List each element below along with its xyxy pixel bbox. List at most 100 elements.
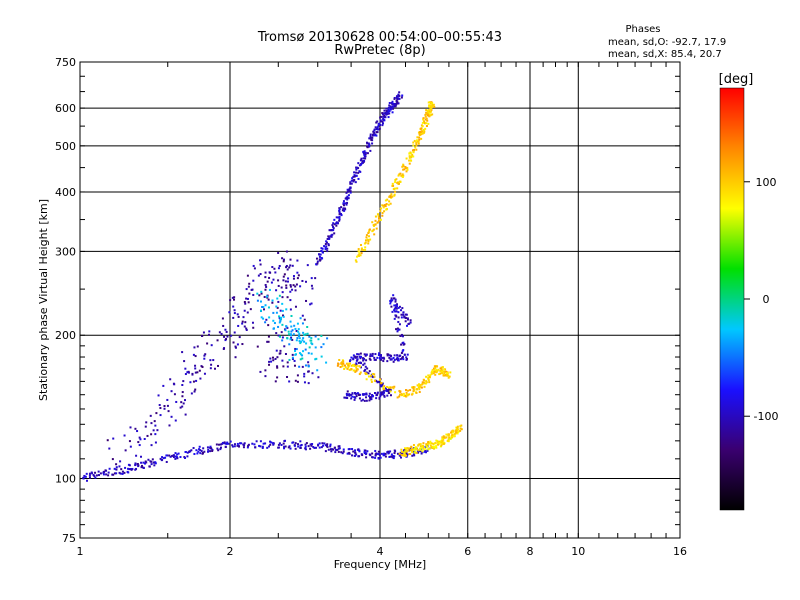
data-point	[347, 362, 350, 365]
data-point	[186, 451, 189, 454]
data-point	[334, 451, 337, 454]
data-point	[281, 291, 284, 294]
data-point	[397, 316, 400, 319]
data-point	[369, 135, 372, 138]
data-point	[359, 352, 362, 355]
data-point	[406, 393, 409, 396]
data-point	[268, 363, 271, 366]
data-point	[386, 386, 389, 389]
data-point	[383, 394, 386, 397]
data-point	[340, 451, 343, 454]
data-point	[358, 373, 361, 376]
data-point	[289, 264, 292, 267]
data-point	[387, 452, 390, 455]
data-point	[150, 433, 153, 436]
data-point	[350, 397, 353, 400]
data-point	[287, 446, 290, 449]
data-point	[343, 209, 346, 212]
data-point	[278, 321, 281, 324]
data-point	[425, 382, 428, 385]
data-point	[284, 329, 287, 332]
data-point	[327, 448, 330, 451]
data-point	[236, 444, 239, 447]
data-point	[287, 277, 290, 280]
data-point	[428, 381, 431, 384]
data-point	[355, 453, 358, 456]
data-point	[175, 456, 178, 459]
data-point	[372, 376, 375, 379]
data-point	[363, 362, 366, 365]
data-point	[346, 367, 349, 370]
data-point	[425, 112, 428, 115]
data-point	[296, 277, 299, 280]
data-point	[348, 360, 351, 363]
data-point	[373, 358, 376, 361]
data-point	[413, 454, 416, 457]
data-point	[382, 117, 385, 120]
data-point	[379, 124, 382, 127]
data-point	[172, 454, 175, 457]
data-point	[393, 309, 396, 312]
data-point	[420, 452, 423, 455]
data-point	[259, 370, 262, 373]
data-point	[443, 371, 446, 374]
data-point	[264, 276, 267, 279]
data-point	[310, 277, 313, 280]
data-point	[348, 368, 351, 371]
data-point	[444, 373, 447, 376]
data-point	[286, 296, 289, 299]
data-point	[442, 435, 445, 438]
data-point	[154, 462, 157, 465]
data-point	[428, 115, 431, 118]
data-point	[417, 384, 420, 387]
data-point	[397, 311, 400, 314]
data-point	[399, 390, 402, 393]
data-point	[291, 356, 294, 359]
data-point	[285, 264, 288, 267]
data-point	[158, 404, 161, 407]
data-point	[309, 447, 312, 450]
data-point	[209, 359, 212, 362]
data-point	[298, 365, 301, 368]
data-point	[389, 354, 392, 357]
data-point	[373, 373, 376, 376]
phases-heading: Phases	[625, 24, 660, 35]
data-point	[364, 365, 367, 368]
data-point	[349, 393, 352, 396]
data-point	[299, 444, 302, 447]
data-point	[236, 343, 239, 346]
data-point	[398, 91, 401, 94]
data-point	[387, 106, 390, 109]
data-point	[373, 379, 376, 382]
data-point	[337, 362, 340, 365]
data-point	[278, 315, 281, 318]
data-point	[223, 441, 226, 444]
data-point	[321, 250, 324, 253]
data-point	[392, 105, 395, 108]
data-point	[289, 447, 292, 450]
data-point	[376, 120, 379, 123]
data-point	[195, 379, 198, 382]
data-point	[454, 429, 457, 432]
data-point	[336, 448, 339, 451]
data-point	[270, 281, 273, 284]
data-point	[284, 280, 287, 283]
data-point	[428, 110, 431, 113]
data-point	[393, 97, 396, 100]
data-point	[305, 442, 308, 445]
data-point	[405, 452, 408, 455]
data-point	[174, 419, 177, 422]
data-point	[174, 452, 177, 455]
data-point	[333, 232, 336, 235]
data-point	[359, 163, 362, 166]
data-point	[226, 335, 229, 338]
data-point	[299, 342, 302, 345]
data-point	[410, 449, 413, 452]
data-point	[390, 299, 393, 302]
data-point	[381, 214, 384, 217]
data-point	[287, 330, 290, 333]
data-point	[282, 258, 285, 261]
data-point	[329, 229, 332, 232]
data-point	[349, 190, 352, 193]
data-point	[422, 131, 425, 134]
